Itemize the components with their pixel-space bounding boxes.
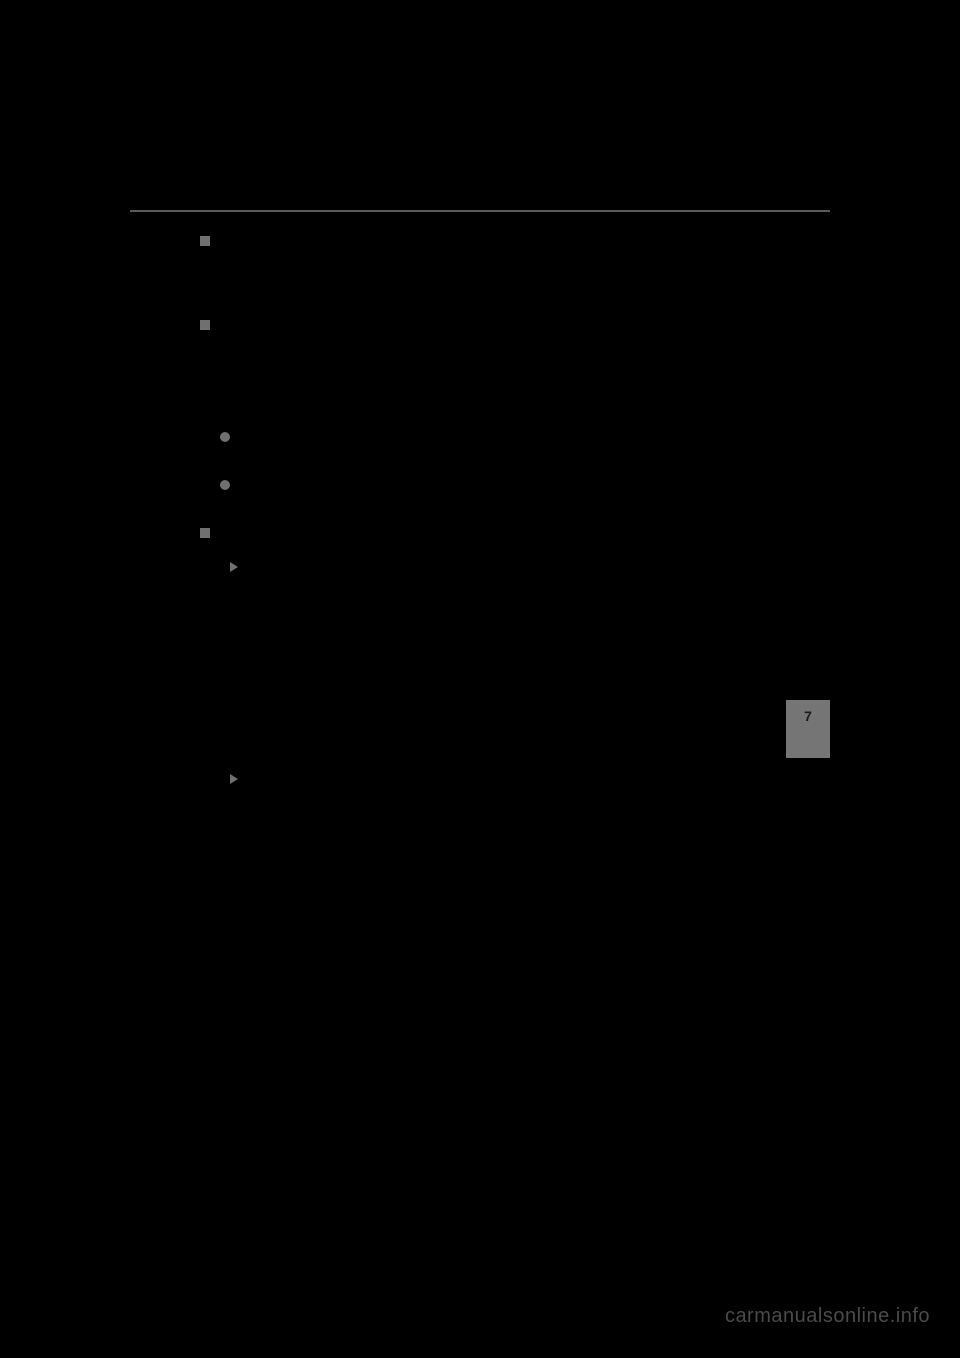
circle-bullet-icon	[220, 480, 230, 490]
spacer	[130, 462, 830, 476]
bullet-item-1	[130, 428, 830, 446]
spacer	[130, 510, 830, 524]
square-bullet-icon	[200, 320, 210, 330]
spacer	[130, 692, 830, 742]
spacer	[130, 642, 830, 692]
page-container: 7	[0, 0, 960, 788]
chapter-number: 7	[804, 708, 812, 724]
section-heading-2	[130, 316, 830, 334]
watermark-text: carmanualsonline.info	[725, 1305, 930, 1328]
section-heading-1	[130, 232, 830, 250]
square-bullet-icon	[200, 236, 210, 246]
spacer	[130, 592, 830, 642]
square-bullet-icon	[200, 528, 210, 538]
sub-item-1	[130, 558, 830, 576]
spacer	[130, 266, 830, 316]
chapter-tab: 7	[786, 700, 830, 758]
circle-bullet-icon	[220, 432, 230, 442]
triangle-bullet-icon	[230, 774, 238, 784]
divider-line	[130, 210, 830, 212]
spacer	[130, 742, 830, 770]
sub-item-2	[130, 770, 830, 788]
spacer	[130, 400, 830, 428]
section-heading-3	[130, 524, 830, 542]
spacer	[130, 350, 830, 400]
bullet-item-2	[130, 476, 830, 494]
triangle-bullet-icon	[230, 562, 238, 572]
